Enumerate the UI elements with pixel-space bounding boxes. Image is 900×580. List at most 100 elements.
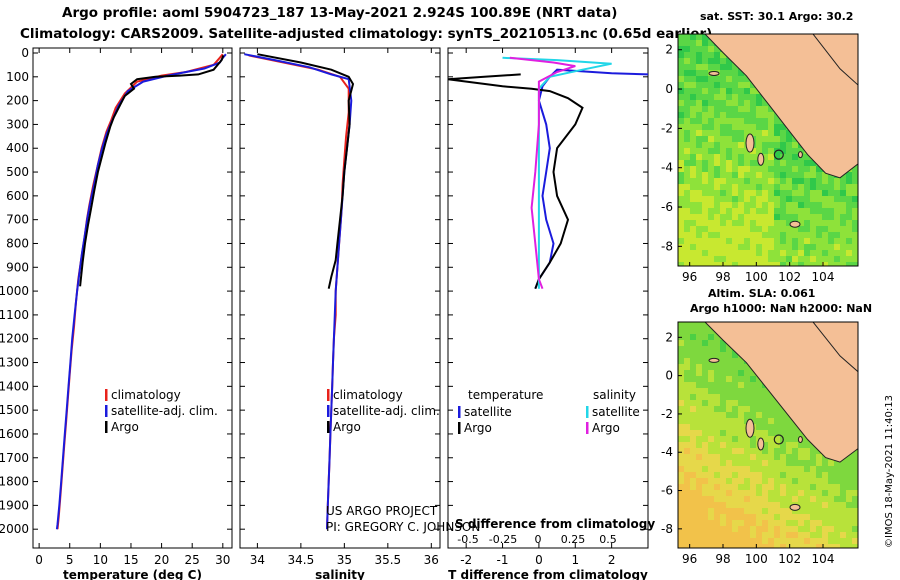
map-cell [792, 256, 798, 262]
map-cell [750, 190, 756, 196]
map-cell [756, 142, 762, 148]
map-cell [762, 238, 768, 244]
map-cell [714, 460, 720, 466]
map-cell [834, 190, 840, 196]
map-cell [678, 532, 684, 538]
map-cell [696, 406, 702, 412]
map-cell [714, 424, 720, 430]
map-cell [804, 460, 810, 466]
map-cell [702, 388, 708, 394]
map-cell [780, 430, 786, 436]
map-cell [780, 238, 786, 244]
x-tick-label: 34.5 [288, 553, 315, 567]
map-cell [744, 490, 750, 496]
map-cell [780, 196, 786, 202]
map-cell [744, 148, 750, 154]
map-cell [702, 394, 708, 400]
map-cell [792, 490, 798, 496]
map-cell [690, 160, 696, 166]
map-cell [744, 124, 750, 130]
map-cell [708, 424, 714, 430]
y-tick-label: 1800 [0, 475, 29, 489]
map-cell [702, 322, 708, 328]
map-cell [774, 466, 780, 472]
map-cell [750, 166, 756, 172]
map-cell [786, 250, 792, 256]
map-cell [822, 220, 828, 226]
map-cell [702, 178, 708, 184]
map-cell [756, 130, 762, 136]
y-tick-label: 300 [6, 117, 29, 131]
map-cell [714, 376, 720, 382]
map-cell [684, 448, 690, 454]
map-cell [804, 448, 810, 454]
map-cell [678, 82, 684, 88]
map-cell [738, 358, 744, 364]
map-cell [726, 262, 732, 266]
map-cell [702, 526, 708, 532]
map-cell [774, 448, 780, 454]
map-y-tick-label: -6 [661, 484, 673, 498]
map-cell [714, 88, 720, 94]
map-cell [714, 346, 720, 352]
map-cell [756, 466, 762, 472]
map-cell [750, 250, 756, 256]
credit-pi: PI: GREGORY C. JOHNSON [326, 520, 480, 534]
map-cell [780, 478, 786, 484]
map-cell [774, 160, 780, 166]
map-cell [720, 478, 726, 484]
map-cell [750, 130, 756, 136]
map-cell [780, 184, 786, 190]
map-cell [822, 490, 828, 496]
map-cell [696, 436, 702, 442]
map-x-tick-label: 96 [682, 270, 697, 284]
x-tick-label: 34 [250, 553, 265, 567]
map-cell [702, 166, 708, 172]
map-cell [816, 184, 822, 190]
map-cell [684, 436, 690, 442]
map-cell [750, 148, 756, 154]
map-cell [744, 190, 750, 196]
map-cell [756, 520, 762, 526]
map-cell [732, 526, 738, 532]
map-cell [750, 88, 756, 94]
map-cell [696, 130, 702, 136]
map-cell [744, 82, 750, 88]
map-cell [762, 538, 768, 544]
map-cell [690, 382, 696, 388]
map-cell [732, 400, 738, 406]
map-cell [768, 250, 774, 256]
map-cell [834, 244, 840, 250]
map-cell [786, 130, 792, 136]
map-cell [696, 136, 702, 142]
map-cell [696, 226, 702, 232]
map-cell [708, 478, 714, 484]
map-cell [756, 172, 762, 178]
map-cell [708, 340, 714, 346]
map-cell [774, 136, 780, 142]
map-cell [690, 364, 696, 370]
map-cell [690, 430, 696, 436]
map-cell [750, 244, 756, 250]
map-cell [780, 496, 786, 502]
map-cell [798, 256, 804, 262]
map-cell [756, 190, 762, 196]
map-cell [852, 508, 858, 514]
map-cell [684, 364, 690, 370]
map-cell [720, 226, 726, 232]
map-cell [756, 166, 762, 172]
map-cell [714, 232, 720, 238]
map-cell [690, 250, 696, 256]
map-cell [678, 154, 684, 160]
map-cell [714, 238, 720, 244]
map-cell [750, 382, 756, 388]
map-cell [786, 178, 792, 184]
map-cell [792, 262, 798, 266]
x-tick-label: 35 [337, 553, 352, 567]
map-cell [702, 220, 708, 226]
map-cell [750, 448, 756, 454]
map-cell [744, 154, 750, 160]
map-cell [738, 424, 744, 430]
map-cell [810, 226, 816, 232]
map-cell [678, 358, 684, 364]
